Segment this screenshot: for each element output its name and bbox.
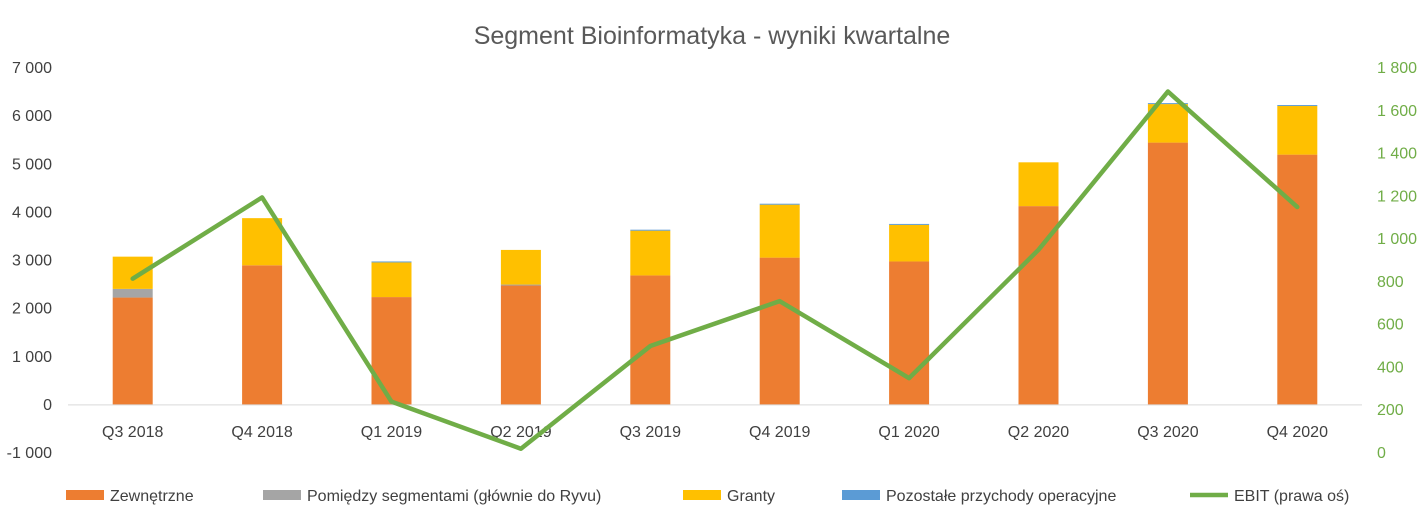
y-left-tick-label: 3 000 xyxy=(12,253,52,270)
legend-swatch xyxy=(683,490,721,500)
legend-label: Zewnętrzne xyxy=(110,488,194,505)
y-left-tick-label: 0 xyxy=(43,397,52,414)
y-right-tick-label: 200 xyxy=(1377,402,1404,419)
y-right-tick-label: 600 xyxy=(1377,317,1404,334)
bar-segment xyxy=(371,261,412,263)
y-left-tick-label: 6 000 xyxy=(12,108,52,125)
bar-segment xyxy=(1018,162,1059,207)
x-tick-label: Q3 2020 xyxy=(1137,424,1198,441)
x-tick-label: Q2 2020 xyxy=(1008,424,1069,441)
y-left-tick-label: 1 000 xyxy=(12,349,52,366)
y-left-tick-label: 5 000 xyxy=(12,156,52,173)
y-right-tick-label: 400 xyxy=(1377,359,1404,376)
bar-segment xyxy=(500,249,541,285)
bar-segment xyxy=(759,204,800,258)
bar-segment xyxy=(500,284,541,286)
bar-segment xyxy=(112,256,153,289)
y-left-tick-label: 2 000 xyxy=(12,301,52,318)
bar-segment xyxy=(112,297,153,405)
y-left-tick-label: 4 000 xyxy=(12,204,52,221)
bar-segment xyxy=(112,288,153,298)
legend-label: Granty xyxy=(727,488,775,505)
bar-segment xyxy=(242,218,283,266)
legend-label: Pomiędzy segmentami (głównie do Ryvu) xyxy=(307,488,601,505)
legend-label: EBIT (prawa oś) xyxy=(1234,488,1349,505)
y-right-tick-label: 800 xyxy=(1377,274,1404,291)
y-right-tick-label: 0 xyxy=(1377,445,1386,462)
bar-segment xyxy=(500,285,541,405)
bar-segment xyxy=(889,223,930,225)
x-tick-label: Q4 2019 xyxy=(749,424,810,441)
bar-segment xyxy=(889,224,930,262)
legend-swatch xyxy=(66,490,104,500)
legend-label: Pozostałe przychody operacyjne xyxy=(886,488,1116,505)
y-right-tick-label: 1 200 xyxy=(1377,188,1417,205)
bar-segment xyxy=(371,262,412,298)
bar-segment xyxy=(1277,105,1318,107)
x-tick-label: Q4 2020 xyxy=(1267,424,1328,441)
bar-segment xyxy=(1018,206,1059,405)
x-tick-label: Q3 2019 xyxy=(620,424,681,441)
y-left-tick-label: -1 000 xyxy=(7,445,52,462)
bar-segment xyxy=(1147,142,1188,405)
y-right-tick-label: 1 600 xyxy=(1377,103,1417,120)
bar-segment xyxy=(759,257,800,405)
y-right-tick-label: 1 000 xyxy=(1377,231,1417,248)
bar-segment xyxy=(242,265,283,405)
bar-segment xyxy=(630,230,671,276)
y-right-tick-label: 1 800 xyxy=(1377,60,1417,77)
bar-segment xyxy=(1147,103,1188,105)
bar-segment xyxy=(371,297,412,405)
y-left-tick-label: 7 000 xyxy=(12,60,52,77)
bar-segment xyxy=(759,203,800,205)
bar-segment xyxy=(630,229,671,231)
bar-segment xyxy=(1277,106,1318,155)
x-tick-label: Q4 2018 xyxy=(231,424,292,441)
ebit-line xyxy=(130,89,1300,451)
y-right-tick-label: 1 400 xyxy=(1377,146,1417,163)
legend-swatch xyxy=(842,490,880,500)
bar-segment xyxy=(889,261,930,405)
x-tick-label: Q1 2019 xyxy=(361,424,422,441)
x-tick-label: Q1 2020 xyxy=(878,424,939,441)
legend-swatch xyxy=(263,490,301,500)
chart-title: Segment Bioinformatyka - wyniki kwartaln… xyxy=(474,22,951,50)
x-tick-label: Q3 2018 xyxy=(102,424,163,441)
